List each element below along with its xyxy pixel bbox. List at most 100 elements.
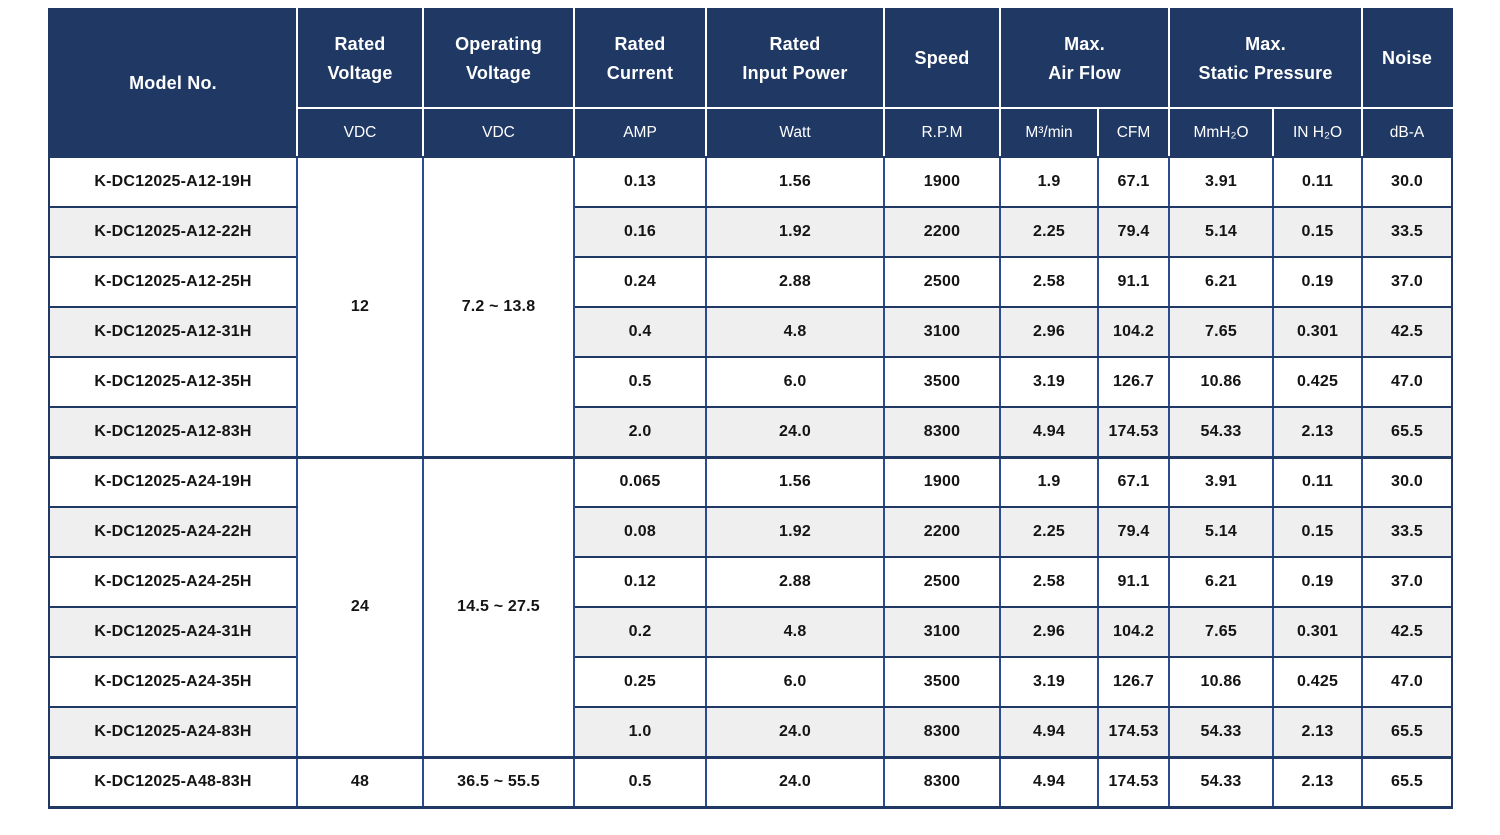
speed-cell: 3500	[883, 356, 1001, 408]
pressure-inh2o-cell: 0.19	[1272, 556, 1364, 608]
airflow-m3min-cell: 4.94	[999, 406, 1099, 459]
airflow-cfm-cell: 174.53	[1096, 756, 1171, 809]
noise-cell: 47.0	[1361, 656, 1454, 708]
airflow-m3min-cell: 2.25	[999, 206, 1099, 258]
model-cell: K-DC12025-A12-22H	[48, 206, 298, 258]
pressure-mmh2o-cell: 10.86	[1168, 356, 1275, 408]
speed-cell: 1900	[883, 156, 1001, 208]
header-rated-input-power: Rated Input Power	[705, 8, 885, 109]
table-row: K-DC12025-A12-35H 0.5 6.0 3500 3.19 126.7 10.8…	[48, 356, 1454, 408]
input-power-cell: 1.56	[705, 156, 885, 208]
pressure-inh2o-cell: 2.13	[1272, 406, 1364, 459]
noise-cell: 33.5	[1361, 206, 1454, 258]
pressure-inh2o-cell: 0.15	[1272, 206, 1364, 258]
pressure-inh2o-cell: 2.13	[1272, 756, 1364, 809]
pressure-inh2o-cell: 0.11	[1272, 456, 1364, 508]
noise-cell: 47.0	[1361, 356, 1454, 408]
airflow-cfm-cell: 174.53	[1096, 406, 1171, 459]
model-cell: K-DC12025-A12-19H	[48, 156, 298, 208]
pressure-inh2o-cell: 2.13	[1272, 706, 1364, 759]
header-max-static-pressure: Max. Static Pressure	[1168, 8, 1364, 109]
pressure-mmh2o-cell: 3.91	[1168, 456, 1275, 508]
speed-cell: 3500	[883, 656, 1001, 708]
input-power-cell: 24.0	[705, 756, 885, 809]
unit-rated-voltage: VDC	[296, 107, 424, 158]
model-cell: K-DC12025-A24-19H	[48, 456, 298, 508]
rated-voltage-cell: 48	[296, 756, 424, 809]
unit-operating-voltage: VDC	[422, 107, 575, 158]
speed-cell: 2200	[883, 206, 1001, 258]
noise-cell: 42.5	[1361, 306, 1454, 358]
table-row: K-DC12025-A24-19H 24 14.5 ~ 27.5 0.065 1.56 1…	[48, 456, 1454, 759]
speed-cell: 2500	[883, 256, 1001, 308]
airflow-cfm-cell: 104.2	[1096, 606, 1171, 658]
model-cell: K-DC12025-A24-25H	[48, 556, 298, 608]
airflow-m3min-cell: 2.96	[999, 606, 1099, 658]
model-cell: K-DC12025-A24-31H	[48, 606, 298, 658]
unit-airflow-cfm: CFM	[1096, 107, 1171, 158]
airflow-m3min-cell: 2.96	[999, 306, 1099, 358]
input-power-cell: 24.0	[705, 706, 885, 759]
unit-pressure-mmh2o: MmH₂O	[1168, 107, 1275, 158]
table-row: K-DC12025-A24-25H 0.12 2.88 2500 2.58 91.1 6.2…	[48, 556, 1454, 608]
airflow-cfm-cell: 79.4	[1096, 506, 1171, 558]
rated-current-cell: 0.5	[573, 356, 707, 408]
table-row: K-DC12025-A24-35H 0.25 6.0 3500 3.19 126.7 10.…	[48, 656, 1454, 708]
speed-cell: 2500	[883, 556, 1001, 608]
airflow-m3min-cell: 4.94	[999, 756, 1099, 809]
airflow-cfm-cell: 91.1	[1096, 556, 1171, 608]
airflow-m3min-cell: 1.9	[999, 456, 1099, 508]
pressure-inh2o-cell: 0.301	[1272, 606, 1364, 658]
header-operating-voltage: Operating Voltage	[422, 8, 575, 109]
airflow-m3min-cell: 1.9	[999, 156, 1099, 208]
airflow-m3min-cell: 2.58	[999, 556, 1099, 608]
rated-voltage-cell: 12	[296, 156, 424, 459]
table-body: K-DC12025-A12-19H 12 7.2 ~ 13.8 0.13 1.56 190…	[48, 156, 1454, 809]
input-power-cell: 2.88	[705, 256, 885, 308]
rated-current-cell: 0.16	[573, 206, 707, 258]
model-cell: K-DC12025-A24-83H	[48, 706, 298, 759]
table-row: K-DC12025-A12-19H 12 7.2 ~ 13.8 0.13 1.56 190…	[48, 156, 1454, 459]
pressure-mmh2o-cell: 7.65	[1168, 306, 1275, 358]
pressure-inh2o-cell: 0.301	[1272, 306, 1364, 358]
pressure-mmh2o-cell: 5.14	[1168, 506, 1275, 558]
airflow-m3min-cell: 3.19	[999, 656, 1099, 708]
unit-speed: R.P.M	[883, 107, 1001, 158]
header-max-air-flow: Max. Air Flow	[998, 8, 1171, 109]
page: Model No. Rated Voltage Operating Voltag…	[48, 8, 1454, 809]
table-row: K-DC12025-A24-83H 1.0 24.0 8300 4.94 174.53 54…	[48, 706, 1454, 759]
header-speed: Speed	[883, 8, 1001, 109]
airflow-cfm-cell: 79.4	[1096, 206, 1171, 258]
rated-current-cell: 0.24	[573, 256, 707, 308]
input-power-cell: 4.8	[705, 606, 885, 658]
speed-cell: 8300	[883, 756, 1001, 809]
input-power-cell: 1.92	[705, 206, 885, 258]
speed-cell: 3100	[883, 306, 1001, 358]
pressure-mmh2o-cell: 10.86	[1168, 656, 1275, 708]
pressure-mmh2o-cell: 6.21	[1168, 556, 1275, 608]
input-power-cell: 1.56	[705, 456, 885, 508]
rated-current-cell: 1.0	[573, 706, 707, 759]
rated-current-cell: 0.5	[573, 756, 707, 809]
table-row: K-DC12025-A48-83H 48 36.5 ~ 55.5 0.5 24.0 830…	[48, 756, 1454, 809]
airflow-cfm-cell: 174.53	[1096, 706, 1171, 759]
pressure-mmh2o-cell: 54.33	[1168, 756, 1275, 809]
header-rated-current: Rated Current	[573, 8, 707, 109]
noise-cell: 65.5	[1361, 406, 1454, 459]
pressure-mmh2o-cell: 54.33	[1168, 706, 1275, 759]
noise-cell: 37.0	[1361, 256, 1454, 308]
airflow-m3min-cell: 2.25	[999, 506, 1099, 558]
table-row: K-DC12025-A24-22H 0.08 1.92 2200 2.25 79.4 5.1…	[48, 506, 1454, 558]
rated-current-cell: 0.25	[573, 656, 707, 708]
noise-cell: 37.0	[1361, 556, 1454, 608]
model-cell: K-DC12025-A24-22H	[48, 506, 298, 558]
input-power-cell: 24.0	[705, 406, 885, 459]
input-power-cell: 2.88	[705, 556, 885, 608]
noise-cell: 30.0	[1361, 456, 1454, 508]
pressure-mmh2o-cell: 6.21	[1168, 256, 1275, 308]
table-header: Model No. Rated Voltage Operating Voltag…	[48, 8, 1454, 158]
operating-voltage-cell: 14.5 ~ 27.5	[422, 456, 575, 759]
unit-noise: dB-A	[1361, 107, 1454, 158]
input-power-cell: 4.8	[705, 306, 885, 358]
pressure-mmh2o-cell: 3.91	[1168, 156, 1275, 208]
